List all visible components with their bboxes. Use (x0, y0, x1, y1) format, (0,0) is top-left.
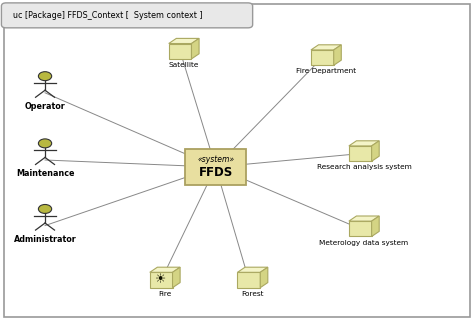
Text: Operator: Operator (25, 102, 65, 111)
Text: ☀: ☀ (155, 273, 166, 286)
Text: Maintenance: Maintenance (16, 169, 74, 178)
Text: «system»: «system» (197, 156, 234, 164)
Polygon shape (349, 216, 379, 221)
Polygon shape (191, 38, 199, 59)
Polygon shape (311, 45, 341, 50)
Text: FFDS: FFDS (199, 166, 233, 179)
Polygon shape (169, 38, 199, 44)
Text: Fire Department: Fire Department (296, 68, 356, 75)
Polygon shape (169, 44, 191, 59)
FancyBboxPatch shape (185, 148, 246, 185)
Polygon shape (237, 267, 268, 272)
Text: uc [Package] FFDS_Context [  System context ]: uc [Package] FFDS_Context [ System conte… (13, 11, 203, 20)
Polygon shape (349, 141, 379, 146)
Circle shape (38, 204, 52, 213)
FancyBboxPatch shape (1, 3, 253, 28)
Polygon shape (372, 216, 379, 236)
Text: Research analysis system: Research analysis system (317, 164, 411, 171)
Polygon shape (334, 45, 341, 65)
FancyBboxPatch shape (4, 4, 470, 317)
Polygon shape (311, 50, 334, 65)
Polygon shape (372, 141, 379, 161)
Polygon shape (260, 267, 268, 288)
Circle shape (38, 72, 52, 81)
Polygon shape (150, 272, 173, 288)
Polygon shape (237, 272, 260, 288)
Text: Fire: Fire (158, 291, 172, 297)
Text: Forest: Forest (241, 291, 264, 297)
Text: Meterology data system: Meterology data system (319, 240, 409, 246)
Circle shape (38, 139, 52, 148)
Text: Administrator: Administrator (14, 235, 76, 244)
Polygon shape (349, 146, 372, 161)
Polygon shape (150, 267, 180, 272)
Text: Satellite: Satellite (169, 62, 199, 68)
Polygon shape (173, 267, 180, 288)
Polygon shape (349, 221, 372, 236)
